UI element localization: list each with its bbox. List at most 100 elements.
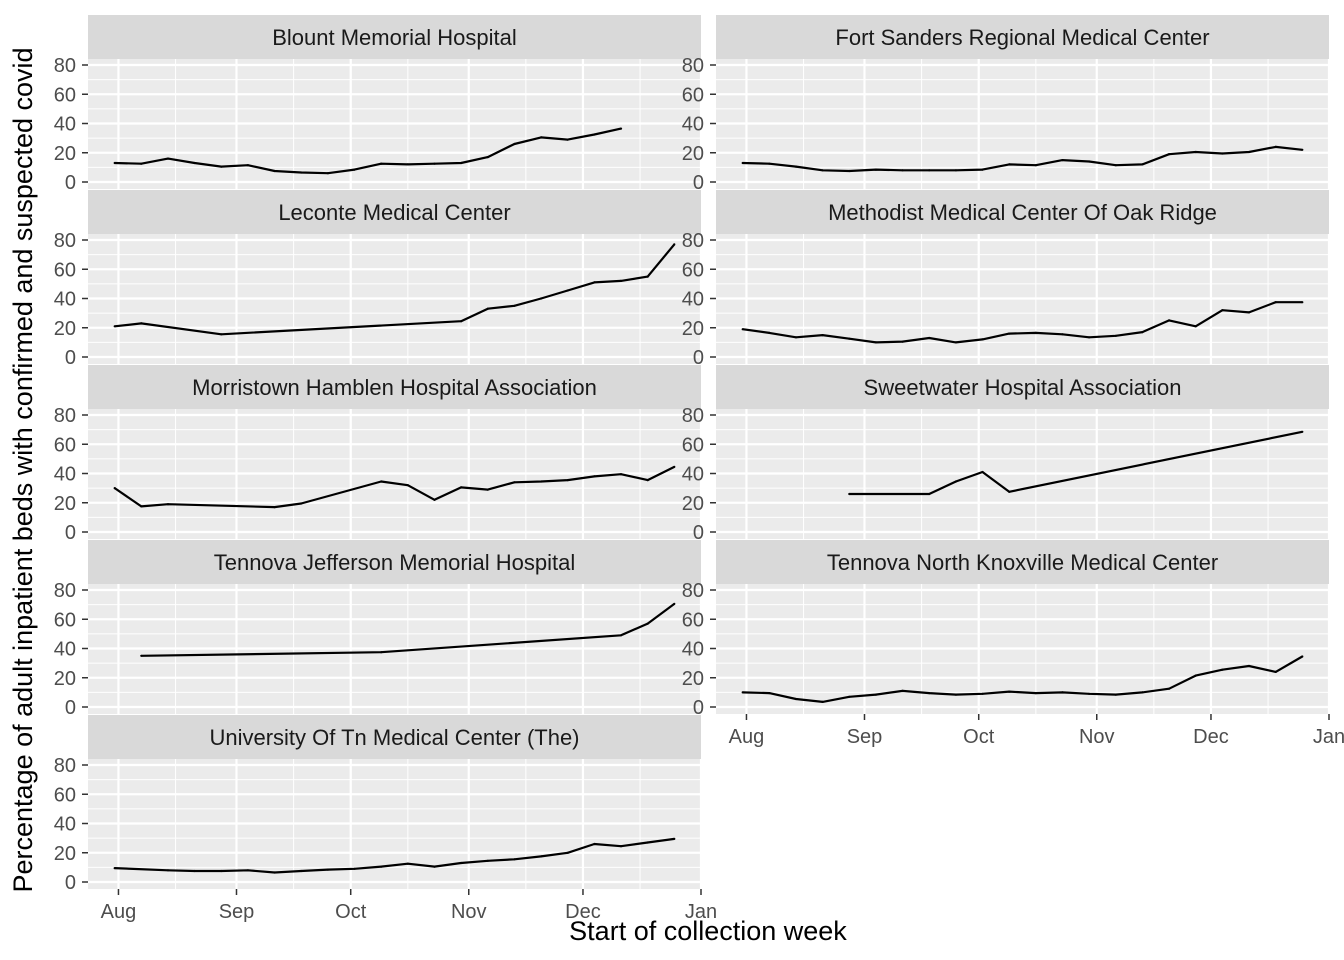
data-point	[273, 506, 276, 509]
data-point	[874, 341, 878, 344]
data-point	[433, 865, 436, 868]
data-point	[113, 487, 116, 490]
data-point	[794, 336, 798, 339]
data-point	[486, 488, 489, 491]
data-point	[619, 127, 623, 130]
data-point	[113, 867, 116, 870]
data-point	[220, 333, 223, 336]
data-point	[300, 502, 303, 505]
x-tick-label: Dec	[565, 901, 601, 923]
data-point	[460, 320, 463, 323]
y-tick-label: 80	[54, 55, 76, 77]
x-tick-label: Sep	[847, 726, 883, 748]
data-point	[673, 465, 676, 468]
data-point	[300, 171, 303, 174]
y-tick-label: 20	[54, 668, 76, 690]
y-tick-label: 80	[682, 405, 704, 427]
data-point	[1274, 145, 1277, 148]
series-line	[114, 243, 676, 336]
y-tick-label: 20	[682, 493, 704, 515]
data-point	[380, 480, 383, 483]
data-point	[1247, 311, 1251, 314]
y-tick-label: 20	[54, 493, 76, 515]
data-point	[406, 163, 409, 166]
data-point	[821, 334, 824, 337]
data-point	[193, 869, 196, 873]
series-line	[742, 145, 1303, 173]
x-tick-label: Aug	[729, 726, 765, 748]
data-point	[166, 157, 170, 160]
data-point	[1008, 332, 1011, 335]
data-point	[741, 691, 744, 694]
data-point	[460, 861, 463, 865]
y-tick-label: 20	[682, 668, 704, 690]
data-point	[741, 161, 744, 165]
data-point	[1221, 668, 1224, 671]
y-tick-label: 60	[682, 434, 704, 456]
y-tick-label: 60	[682, 84, 704, 106]
data-point	[981, 168, 984, 171]
facet-university-of-tn-medical-center-the: University Of Tn Medical Center (The) 0 20…	[54, 715, 717, 923]
data-point	[1168, 153, 1171, 156]
x-tick-label: Sep	[219, 901, 255, 923]
y-tick-label: 60	[54, 609, 76, 631]
x-tick-label: Jan	[1313, 726, 1344, 748]
data-point	[848, 169, 851, 173]
strip-background	[716, 190, 1329, 234]
y-tick-label: 60	[54, 259, 76, 281]
y-tick-label: 60	[54, 434, 76, 456]
data-point	[513, 481, 516, 484]
data-point	[646, 841, 649, 844]
y-tick-label: 0	[65, 172, 76, 194]
data-point	[193, 161, 196, 165]
facet-methodist-medical-center-of-oak-ridge: Methodist Medical Center Of Oak Ridge 0 20…	[682, 190, 1331, 369]
data-point	[673, 837, 676, 841]
data-point	[673, 243, 676, 246]
y-tick-label: 80	[54, 230, 76, 252]
data-point	[1301, 301, 1304, 304]
series-line	[849, 430, 1303, 496]
data-point	[981, 470, 984, 474]
strip-background	[88, 715, 701, 759]
x-tick-label: Jan	[685, 901, 717, 923]
data-point	[140, 162, 143, 165]
strip-label: Tennova North Knoxville Medical Center	[827, 550, 1218, 575]
data-point	[1034, 331, 1037, 334]
x-tick-label: Dec	[1193, 726, 1229, 748]
facet-tennova-jefferson-memorial-hospital: Tennova Jefferson Memorial Hospital 0 20 40…	[54, 540, 703, 719]
data-point	[1114, 164, 1117, 167]
data-point	[273, 169, 276, 173]
strip-label: Blount Memorial Hospital	[272, 25, 517, 50]
data-point	[954, 480, 958, 483]
data-point	[981, 338, 984, 341]
data-point	[954, 341, 958, 344]
data-point	[353, 168, 356, 171]
facet-sweetwater-hospital-association: Sweetwater Hospital Association 0 20 40 60 80	[682, 365, 1331, 544]
data-point	[768, 692, 771, 695]
y-tick-label: 20	[682, 318, 704, 340]
strip-background	[88, 365, 701, 409]
x-tick-label: Nov	[451, 901, 487, 923]
data-point	[540, 297, 543, 300]
data-point	[874, 168, 878, 171]
data-point	[901, 340, 904, 343]
y-tick-label: 0	[693, 172, 704, 194]
data-point	[513, 142, 516, 146]
y-tick-label: 0	[693, 347, 704, 369]
data-point	[593, 475, 596, 478]
strip-label: Sweetwater Hospital Association	[864, 375, 1182, 400]
data-point	[768, 162, 771, 165]
data-point	[566, 289, 569, 292]
strip-background	[716, 15, 1329, 59]
data-point	[821, 700, 824, 704]
data-point	[1194, 674, 1197, 677]
y-tick-label: 80	[54, 580, 76, 602]
data-point	[874, 693, 878, 696]
data-point	[1301, 655, 1304, 658]
data-point	[1114, 693, 1117, 696]
data-point	[460, 486, 463, 489]
data-point	[848, 492, 851, 496]
data-point	[246, 869, 249, 872]
data-point	[380, 865, 383, 868]
